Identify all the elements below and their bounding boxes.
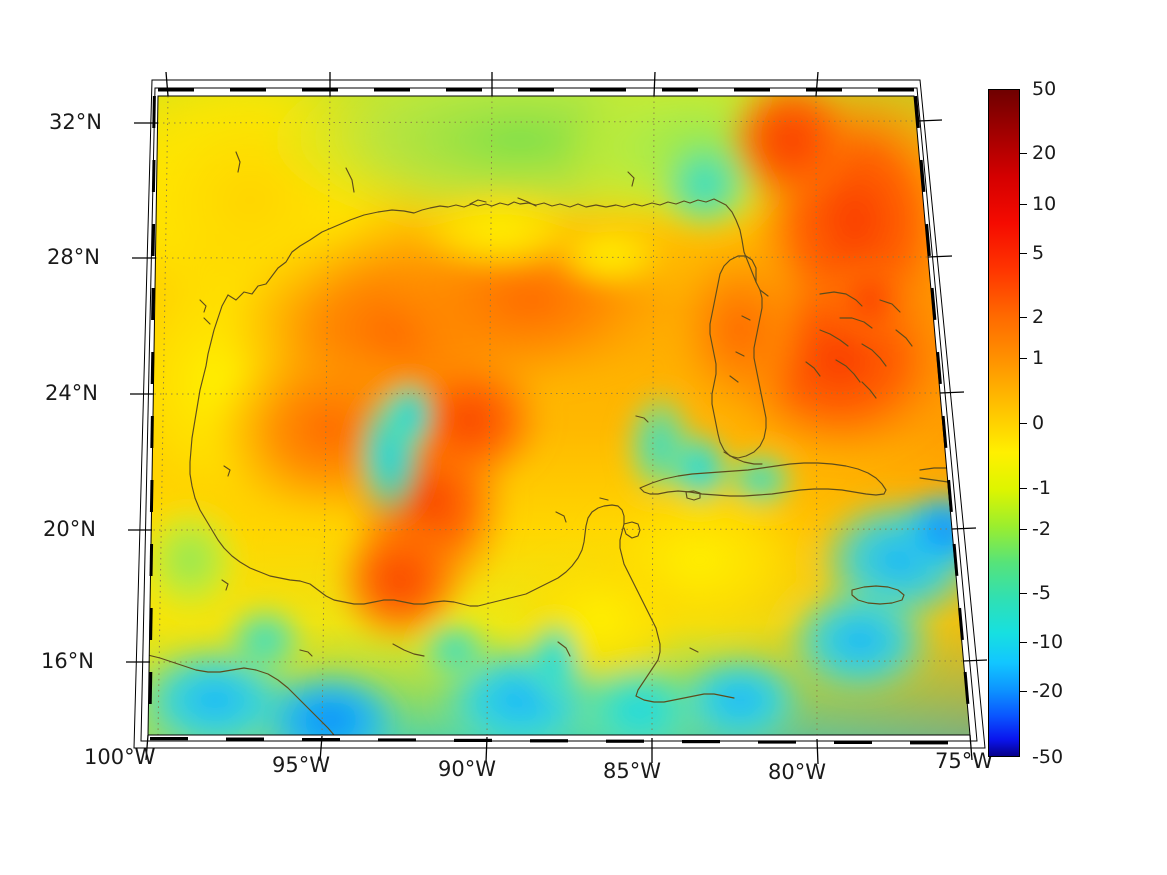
coastlines: [148, 151, 961, 735]
colorbar-label-m2: -2: [1032, 518, 1051, 540]
colorbar-label-1: 1: [1032, 347, 1045, 369]
heatmap-field: [148, 96, 970, 735]
colorbar-tick-1: [1020, 358, 1027, 359]
colorbar-tick-m20: [1020, 691, 1027, 692]
colorbar-label-50: 50: [1032, 78, 1057, 100]
lat-tick-label-28n: 28°N: [47, 245, 100, 269]
colorbar-tick-0: [1020, 423, 1027, 424]
frame-tick-blocks: [148, 88, 970, 745]
colorbar-tick-m1: [1020, 488, 1027, 489]
lon-tick-label-90w: 90°W: [438, 757, 496, 781]
colorbar: [988, 89, 1027, 757]
lat-tick-label-32n: 32°N: [49, 110, 102, 134]
colorbar-tick-10: [1020, 204, 1027, 205]
colorbar-tick-m5: [1020, 593, 1027, 594]
lon-tick-label-80w: 80°W: [768, 760, 826, 784]
axis-ticks: [126, 71, 988, 765]
colorbar-tick-m10: [1020, 642, 1027, 643]
lat-tick-label-24n: 24°N: [45, 381, 98, 405]
colorbar-label-m10: -10: [1032, 631, 1064, 653]
colorbar-label-m1: -1: [1032, 477, 1051, 499]
colorbar-tick-5: [1020, 253, 1027, 254]
colorbar-gradient: [988, 89, 1020, 757]
colorbar-tick-20: [1020, 153, 1027, 154]
colorbar-label-2: 2: [1032, 306, 1045, 328]
colorbar-label-m5: -5: [1032, 582, 1051, 604]
colorbar-tick-2: [1020, 317, 1027, 318]
lat-tick-label-20n: 20°N: [43, 517, 96, 541]
graticule: [148, 96, 964, 735]
lon-tick-label-95w: 95°W: [272, 753, 330, 777]
colorbar-label-m20: -20: [1032, 680, 1064, 702]
lon-tick-label-100w: 100°W: [84, 745, 156, 769]
colorbar-label-10: 10: [1032, 193, 1057, 215]
colorbar-label-0: 0: [1032, 412, 1045, 434]
colorbar-label-m50: -50: [1032, 746, 1064, 768]
lat-tick-label-16n: 16°N: [41, 649, 94, 673]
lon-tick-label-85w: 85°W: [603, 759, 661, 783]
colorbar-label-20: 20: [1032, 142, 1057, 164]
colorbar-label-5: 5: [1032, 242, 1045, 264]
colorbar-tick-m2: [1020, 529, 1027, 530]
lon-tick-label-75w: 75°W: [935, 749, 993, 773]
